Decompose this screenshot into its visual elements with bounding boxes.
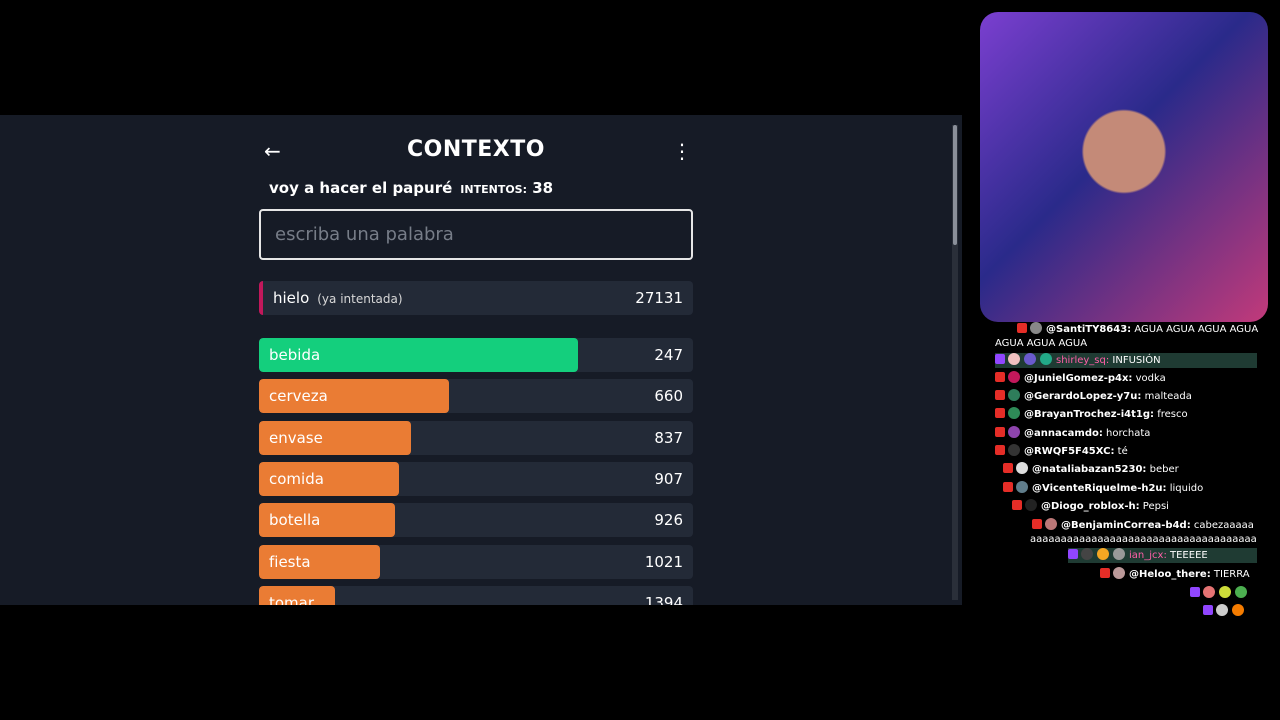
word-input[interactable]: escriba una palabra [259, 209, 693, 260]
chat-message: @JunielGomez-p4x: vodka [995, 371, 1166, 386]
guess-row: comida 907 [259, 461, 693, 496]
guess-word: botella [269, 511, 321, 530]
chat-text: beber [1149, 464, 1179, 475]
chat-text: AGUA AGUA AGUA AGUA AGUA AGUA AGUA [995, 324, 1259, 349]
guess-word: comida [269, 469, 324, 488]
chat-user: shirley_sq: [1056, 355, 1110, 366]
guess-note: (ya intentada) [317, 292, 403, 306]
guess-word: hielo (ya intentada) [273, 289, 403, 307]
guess-word: fiesta [269, 552, 311, 571]
chat-user: @Diogo_roblox-h: [1041, 501, 1140, 512]
chat-message: ian_jcx: TEEEEE [1068, 548, 1257, 563]
chat-user: @annacamdo: [1024, 428, 1103, 439]
guess-word: tomar [269, 593, 315, 605]
chat-user: @JunielGomez-p4x: [1024, 373, 1133, 384]
game-title: CONTEXTO [407, 137, 545, 162]
chat-text: INFUSIÓN [1112, 355, 1161, 366]
guess-word: bebida [269, 346, 321, 364]
guess-bar [259, 503, 396, 538]
chat-text: TEEEEE [1170, 550, 1208, 561]
chat-message: @nataliabazan5230: beber [1003, 462, 1179, 477]
guess-row: botella 926 [259, 503, 693, 538]
chat-message: shirley_sq: INFUSIÓN [995, 353, 1257, 368]
chat-message: @Diogo_roblox-h: Pepsi [1012, 499, 1169, 514]
chat-user: @VicenteRiquelme-h2u: [1032, 483, 1167, 494]
guess-bar [259, 461, 399, 496]
guess-word: cerveza [269, 387, 328, 406]
chat-user: @nataliabazan5230: [1032, 464, 1147, 475]
guess-word: envase [269, 428, 323, 447]
chat-text: TIERRA [1213, 569, 1250, 580]
subtitle: voy a hacer el papuré INTENTOS: 38 [269, 179, 553, 197]
last-guess: hielo (ya intentada) 27131 [259, 281, 693, 315]
guess-rank: 837 [654, 428, 683, 447]
chat-text: liquido [1169, 483, 1204, 494]
guess-bar [259, 338, 578, 372]
chat-user: @BrayanTrochez-i4t1g: [1024, 409, 1154, 420]
chat-message: @Heloo_there: TIERRA [1100, 567, 1250, 582]
scrollbar[interactable] [952, 125, 958, 600]
guess-rank: 247 [654, 346, 683, 364]
chat-message: @VicenteRiquelme-h2u: liquido [1003, 481, 1203, 496]
chat-icons [1203, 604, 1248, 619]
attempts: 38 [532, 179, 554, 197]
guess-bar [259, 544, 381, 579]
chat-message: @annacamdo: horchata [995, 426, 1150, 441]
subtitle-text: voy a hacer el papuré [269, 179, 453, 197]
chat-user: ian_jcx: [1129, 550, 1167, 561]
guess-rank: 1394 [644, 593, 683, 605]
chat-message: @GerardoLopez-y7u: malteada [995, 389, 1192, 404]
chat-icons [1190, 586, 1251, 601]
back-button[interactable]: ← [264, 139, 281, 163]
chat-user: @GerardoLopez-y7u: [1024, 391, 1142, 402]
chat-user: @Heloo_there: [1129, 569, 1211, 580]
guess-row: cerveza 660 [259, 379, 693, 414]
word: hielo [273, 289, 310, 307]
chat-text: cabezaaaaaaaaaaaaaaaaaaaaaaaaaaaaaaaaaaa… [1030, 520, 1257, 545]
chat-user: @BenjaminCorrea-b4d: [1061, 520, 1191, 531]
chat-user: @SantiTY8643: [1046, 324, 1132, 335]
chat-text: horchata [1106, 428, 1151, 439]
chat-text: té [1117, 446, 1128, 457]
chat-text: vodka [1135, 373, 1166, 384]
guess-bar [259, 379, 450, 414]
guess-row: tomar 1394 [259, 585, 693, 605]
chat-message: @BrayanTrochez-i4t1g: fresco [995, 407, 1188, 422]
guess-bar [259, 420, 412, 455]
guess-bar [259, 585, 335, 605]
attempts-label: INTENTOS: [460, 183, 527, 196]
guess-row: fiesta 1021 [259, 544, 693, 579]
guess-row: bebida 247 [259, 338, 693, 372]
chat-text: fresco [1157, 409, 1188, 420]
chat-text: Pepsi [1142, 501, 1169, 512]
input-placeholder: escriba una palabra [275, 224, 454, 245]
chat-message: @RWQF5F45XC: té [995, 444, 1128, 459]
guess-rank: 1021 [644, 552, 683, 571]
chat-text: malteada [1144, 391, 1192, 402]
guess-rank: 907 [654, 469, 683, 488]
chat-message: @SantiTY8643: AGUA AGUA AGUA AGUA AGUA A… [995, 322, 1260, 351]
guess-rank: 27131 [635, 289, 683, 307]
game-panel: ← CONTEXTO ⋮ voy a hacer el papuré INTENT… [0, 115, 962, 605]
chat-message: @BenjaminCorrea-b4d: cabezaaaaaaaaaaaaaa… [1030, 518, 1257, 546]
guess-rank: 926 [654, 511, 683, 530]
webcam [980, 12, 1268, 322]
guess-row: envase 837 [259, 420, 693, 455]
chat-user: @RWQF5F45XC: [1024, 446, 1115, 457]
menu-button[interactable]: ⋮ [672, 139, 692, 163]
guess-rank: 660 [654, 387, 683, 406]
